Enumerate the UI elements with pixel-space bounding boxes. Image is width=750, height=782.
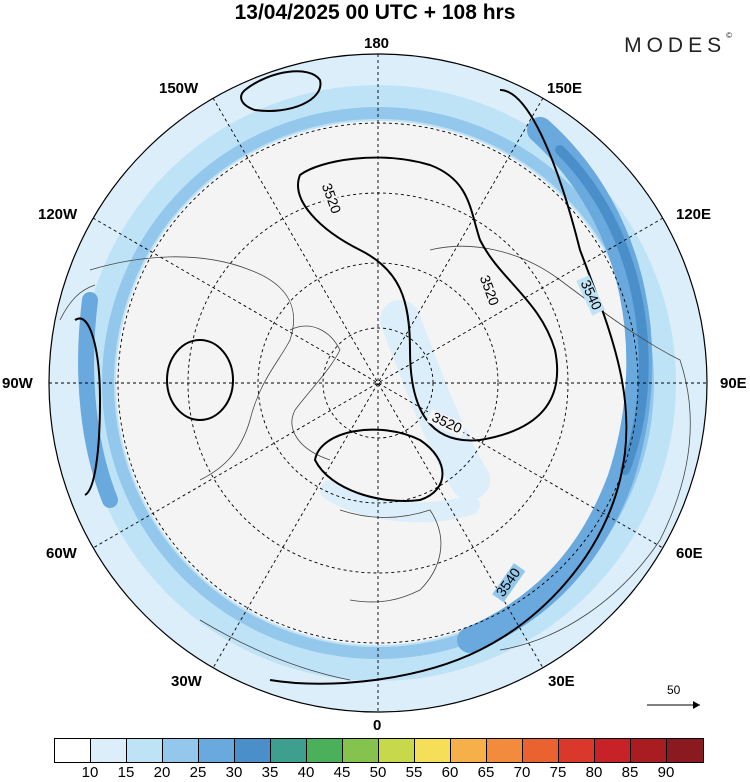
colorbar-swatch	[163, 739, 199, 762]
colorbar-swatch	[199, 739, 235, 762]
map-border	[48, 53, 708, 713]
colorbar	[54, 738, 704, 763]
meridian-30	[212, 97, 544, 669]
wind-band-outer	[49, 54, 707, 712]
colorbar-tick-label: 75	[549, 764, 567, 781]
meridian-60	[92, 217, 664, 549]
colorbar-swatch	[271, 739, 307, 762]
lon-label-120e: 120E	[676, 206, 712, 223]
lon-label-90w: 90W	[2, 375, 33, 392]
lon-label-90e: 90E	[720, 375, 747, 392]
colorbar-tick-label: 90	[657, 764, 675, 781]
wind-jet-core-east	[555, 145, 649, 475]
lat-circle-2	[257, 262, 499, 504]
colorbar-swatch	[631, 739, 667, 762]
map-title: 13/04/2025 00 UTC + 108 hrs	[234, 1, 516, 24]
colorbar-swatch	[523, 739, 559, 762]
coastlines	[59, 245, 691, 681]
modes-logo: MODES©	[624, 31, 732, 58]
colorbar-swatch	[487, 739, 523, 762]
wind-jet-max-west	[78, 292, 118, 508]
north-america-coast	[89, 256, 294, 481]
lon-label-150e: 150E	[547, 80, 583, 97]
colorbar-swatch	[307, 739, 343, 762]
colorbar-tick-label: 70	[513, 764, 531, 781]
lon-label-30e: 30E	[548, 673, 575, 690]
contour-west-edge	[74, 317, 102, 496]
colorbar-tick-label: 45	[333, 764, 351, 781]
meridian-120	[92, 217, 664, 549]
colorbar-ticks: 10 15 20 25 30 35 40 45 50 55 60 65 70 75 80 85 90	[54, 764, 702, 782]
colorbar-tick-label: 65	[477, 764, 495, 781]
graticule	[49, 54, 707, 712]
vector-scale-arrow	[647, 701, 700, 709]
colorbar-tick-label: 55	[405, 764, 423, 781]
colorbar-swatch	[451, 739, 487, 762]
colorbar-swatch	[55, 739, 91, 762]
lon-label-150w: 150W	[159, 80, 199, 97]
lon-label-180: 180	[364, 35, 390, 52]
africa-coast	[199, 619, 351, 681]
copyright-mark: ©	[726, 31, 732, 40]
lon-label-0: 0	[373, 717, 382, 734]
meridian-150	[212, 97, 544, 669]
colorbar-swatch	[127, 739, 163, 762]
colorbar-tick-label: 60	[441, 764, 459, 781]
contour-3520-west-low	[166, 339, 234, 421]
europe-coast	[339, 509, 442, 603]
colorbar-swatch	[595, 739, 631, 762]
vector-scale-value: 50	[667, 683, 681, 697]
brand-text: MODES	[624, 34, 727, 57]
contour-3520-europe	[313, 428, 444, 502]
wind-band-interior-2	[320, 480, 480, 523]
contour-3540	[269, 89, 628, 685]
map-disc	[49, 54, 707, 712]
colorbar-tick-label: 10	[81, 764, 99, 781]
colorbar-tick-label: 25	[189, 764, 207, 781]
lon-label-60w: 60W	[46, 545, 77, 562]
lon-label-120w: 120W	[38, 206, 78, 223]
map-background	[49, 54, 707, 712]
height-contours	[74, 70, 628, 685]
wind-band-interior	[380, 300, 490, 500]
colorbar-swatch	[415, 739, 451, 762]
colorbar-tick-label: 20	[153, 764, 171, 781]
colorbar-swatch	[91, 739, 127, 762]
colorbar-tick-label: 80	[585, 764, 603, 781]
contour-north-pacific	[240, 70, 322, 112]
colorbar-tick-label: 40	[297, 764, 315, 781]
greenland-coast	[289, 325, 341, 461]
colorbar-tick-label: 35	[261, 764, 279, 781]
contour-3520-main	[297, 156, 559, 442]
colorbar-tick-label: 85	[621, 764, 639, 781]
colorbar-swatch	[235, 739, 271, 762]
colorbar-swatch	[343, 739, 379, 762]
colorbar-swatch	[667, 739, 703, 762]
lon-label-30w: 30W	[171, 673, 202, 690]
colorbar-swatch	[379, 739, 415, 762]
colorbar-swatch	[559, 739, 595, 762]
lon-label-60e: 60E	[676, 545, 703, 562]
colorbar-tick-label: 15	[117, 764, 135, 781]
colorbar-tick-label: 30	[225, 764, 243, 781]
colorbar-tick-label: 50	[369, 764, 387, 781]
alaska-coast	[59, 284, 96, 321]
asia-coast	[429, 245, 691, 651]
